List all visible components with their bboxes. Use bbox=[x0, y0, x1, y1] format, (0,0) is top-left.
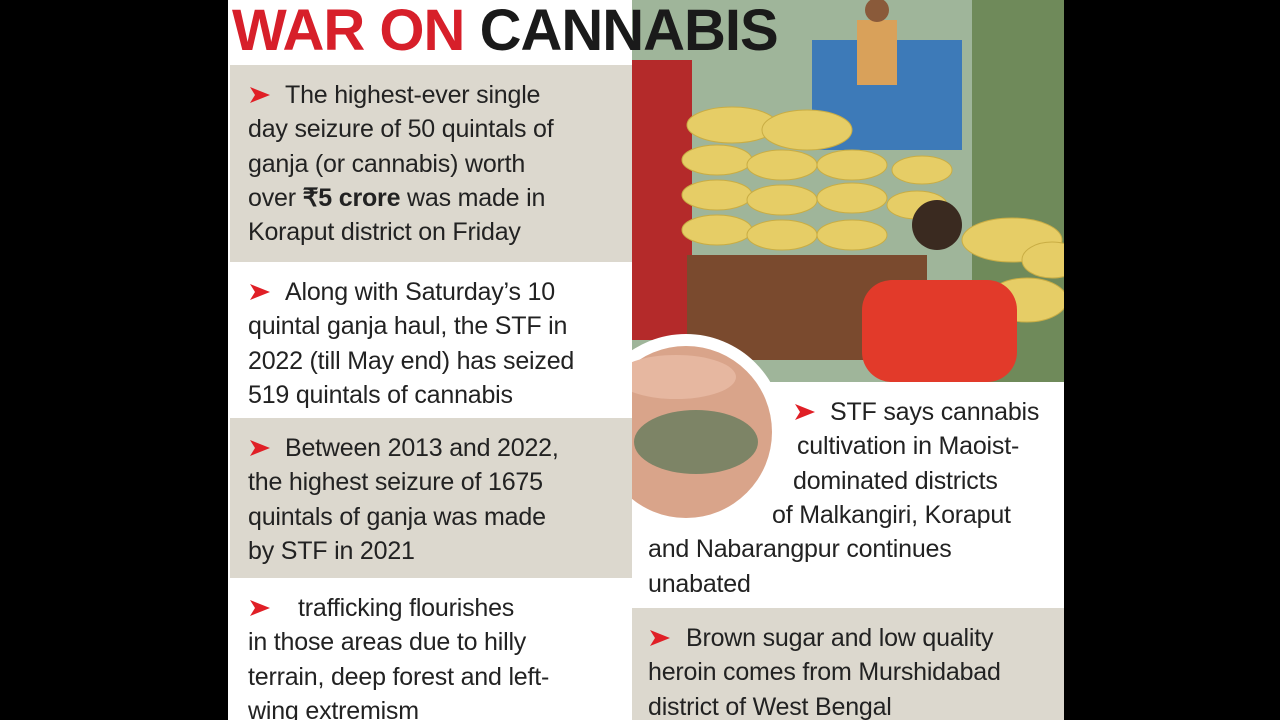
text-line: 519 quintals of cannabis bbox=[248, 380, 513, 409]
text-line: over ₹5 crore was made in bbox=[248, 181, 545, 215]
bullet-arrow bbox=[250, 284, 270, 300]
text-line: Between 2013 and 2022, bbox=[285, 434, 559, 462]
text-line: quintals of ganja was made bbox=[248, 502, 546, 531]
text-line: dominated districts bbox=[793, 466, 998, 495]
text-line: heroin comes from Murshidabad bbox=[648, 658, 1001, 687]
text-segment: was made in bbox=[400, 183, 546, 212]
text-line: of Malkangiri, Koraput bbox=[772, 500, 1011, 529]
text-line: Koraput district on Friday bbox=[248, 218, 521, 247]
text-line: in those areas due to hilly bbox=[248, 628, 527, 657]
text-line: 2022 (till May end) has seized bbox=[248, 346, 575, 375]
text-line: district of West Bengal bbox=[648, 692, 892, 720]
infographic: WAR ON CANNABIS The highest-ever single d… bbox=[228, 0, 1064, 720]
item-box bbox=[230, 418, 632, 578]
item-box bbox=[632, 608, 1064, 720]
bullet-arrow bbox=[250, 440, 270, 456]
text-line: terrain, deep forest and left- bbox=[248, 662, 550, 691]
text-line: unabated bbox=[648, 569, 751, 598]
bullet-arrow bbox=[795, 404, 815, 420]
text-line: STF says cannabis bbox=[830, 398, 1040, 426]
item-box bbox=[230, 578, 632, 720]
text-segment: ₹5 crore bbox=[302, 183, 401, 212]
title: WAR ON CANNABIS bbox=[232, 0, 779, 66]
text-line: Along with Saturday’s 10 bbox=[285, 278, 555, 306]
bullet-arrow bbox=[250, 87, 270, 103]
text-segment: over bbox=[248, 183, 303, 212]
text-line: quintal ganja haul, the STF in bbox=[248, 312, 568, 341]
text-line: the highest seizure of 1675 bbox=[248, 468, 543, 497]
text-line: trafficking flourishes bbox=[298, 594, 515, 622]
item-box bbox=[230, 262, 632, 418]
text-line: The highest-ever single bbox=[285, 81, 541, 109]
title-red: WAR ON bbox=[232, 0, 465, 63]
text-line: cultivation in Maoist- bbox=[797, 432, 1020, 461]
bullet-arrow bbox=[250, 600, 270, 616]
text-line: day seizure of 50 quintals of bbox=[248, 115, 554, 144]
text-line: ganja (or cannabis) worth bbox=[248, 149, 526, 178]
photo bbox=[632, 0, 1064, 382]
text-line: wing extremism bbox=[248, 696, 419, 720]
item-box bbox=[230, 65, 632, 262]
text-line: Brown sugar and low quality bbox=[686, 624, 994, 652]
text-line: by STF in 2021 bbox=[248, 536, 415, 565]
inset-photo bbox=[588, 334, 784, 530]
title-black: CANNABIS bbox=[479, 0, 779, 63]
bullet-arrow bbox=[650, 630, 670, 646]
text-line: and Nabarangpur continues bbox=[648, 535, 952, 564]
